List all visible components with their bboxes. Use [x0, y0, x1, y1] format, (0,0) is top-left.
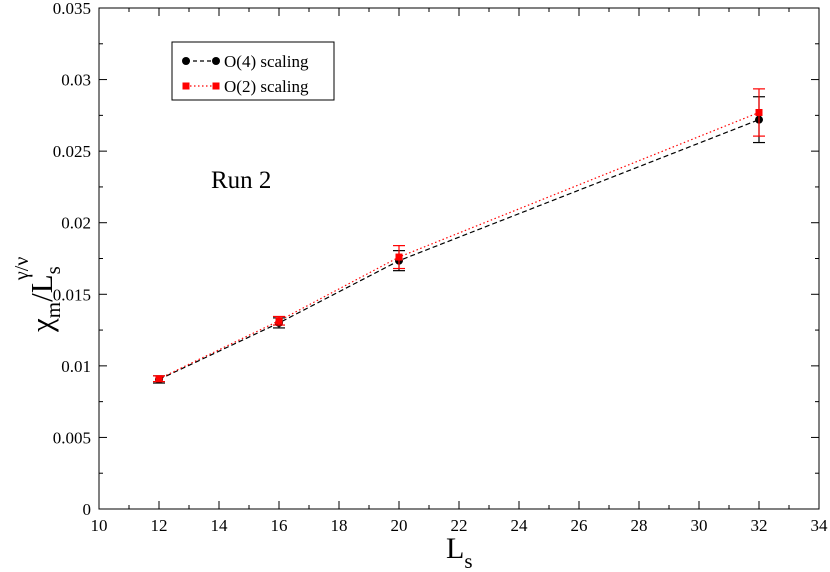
series-0 — [153, 96, 765, 384]
x-axis-title-sub: s — [464, 549, 472, 572]
data-point — [155, 375, 163, 383]
x-tick-label: 14 — [211, 516, 229, 535]
x-tick-label: 30 — [691, 516, 708, 535]
data-point — [395, 253, 403, 261]
data-point — [755, 108, 763, 116]
y-tick-label: 0.035 — [53, 0, 91, 18]
legend-marker-o4 — [182, 57, 190, 65]
series-1 — [153, 88, 765, 383]
legend-label-o2: O(2) scaling — [224, 77, 309, 96]
y-tick-label: 0.03 — [61, 71, 91, 90]
axis-ticks: 10 12 14 16 18 20 22 24 26 28 30 32 34 0 0.005 0.01 0.01… — [53, 0, 828, 535]
series-layer — [153, 88, 765, 384]
data-point — [275, 317, 283, 325]
x-tick-label: 12 — [151, 516, 168, 535]
y-tick-label: 0.01 — [61, 357, 91, 376]
series-line-1 — [158, 111, 760, 380]
y-axis-title-chi-sub: m — [41, 302, 65, 318]
run-annotation: Run 2 — [211, 167, 271, 194]
legend-marker-o2 — [182, 82, 190, 90]
x-tick-label: 22 — [451, 516, 468, 535]
series-line-0 — [158, 119, 760, 381]
x-tick-label: 16 — [271, 516, 288, 535]
y-axis-title-slash: /L — [24, 274, 59, 302]
x-tick-label: 28 — [631, 516, 648, 535]
y-tick-label: 0.005 — [53, 428, 91, 447]
x-tick-label: 20 — [391, 516, 408, 535]
y-tick-label: 0.015 — [53, 285, 91, 304]
legend: O(4) scaling O(2) scaling — [171, 41, 335, 101]
y-axis-title-exponent: γ/ν — [11, 257, 33, 281]
x-tick-label: 26 — [571, 516, 588, 535]
legend-marker-o4-end — [212, 57, 220, 65]
x-axis-title: Ls — [446, 532, 473, 572]
x-tick-label: 34 — [811, 516, 829, 535]
y-tick-label: 0.025 — [53, 142, 91, 161]
x-axis-title-main: L — [446, 532, 464, 565]
y-axis-title-chi: χ — [24, 318, 59, 333]
x-tick-label: 24 — [511, 516, 529, 535]
y-tick-label: 0.02 — [61, 214, 91, 233]
y-axis-title: χm/Ls γ/ν — [11, 257, 65, 333]
x-tick-label: 10 — [91, 516, 108, 535]
legend-label-o4: O(4) scaling — [224, 52, 309, 71]
legend-marker-o2-end — [212, 82, 220, 90]
y-tick-label: 0 — [83, 500, 92, 519]
x-tick-label: 18 — [331, 516, 348, 535]
legend-box — [171, 41, 335, 101]
y-axis-title-l-sub: s — [41, 266, 65, 274]
x-tick-label: 32 — [751, 516, 768, 535]
